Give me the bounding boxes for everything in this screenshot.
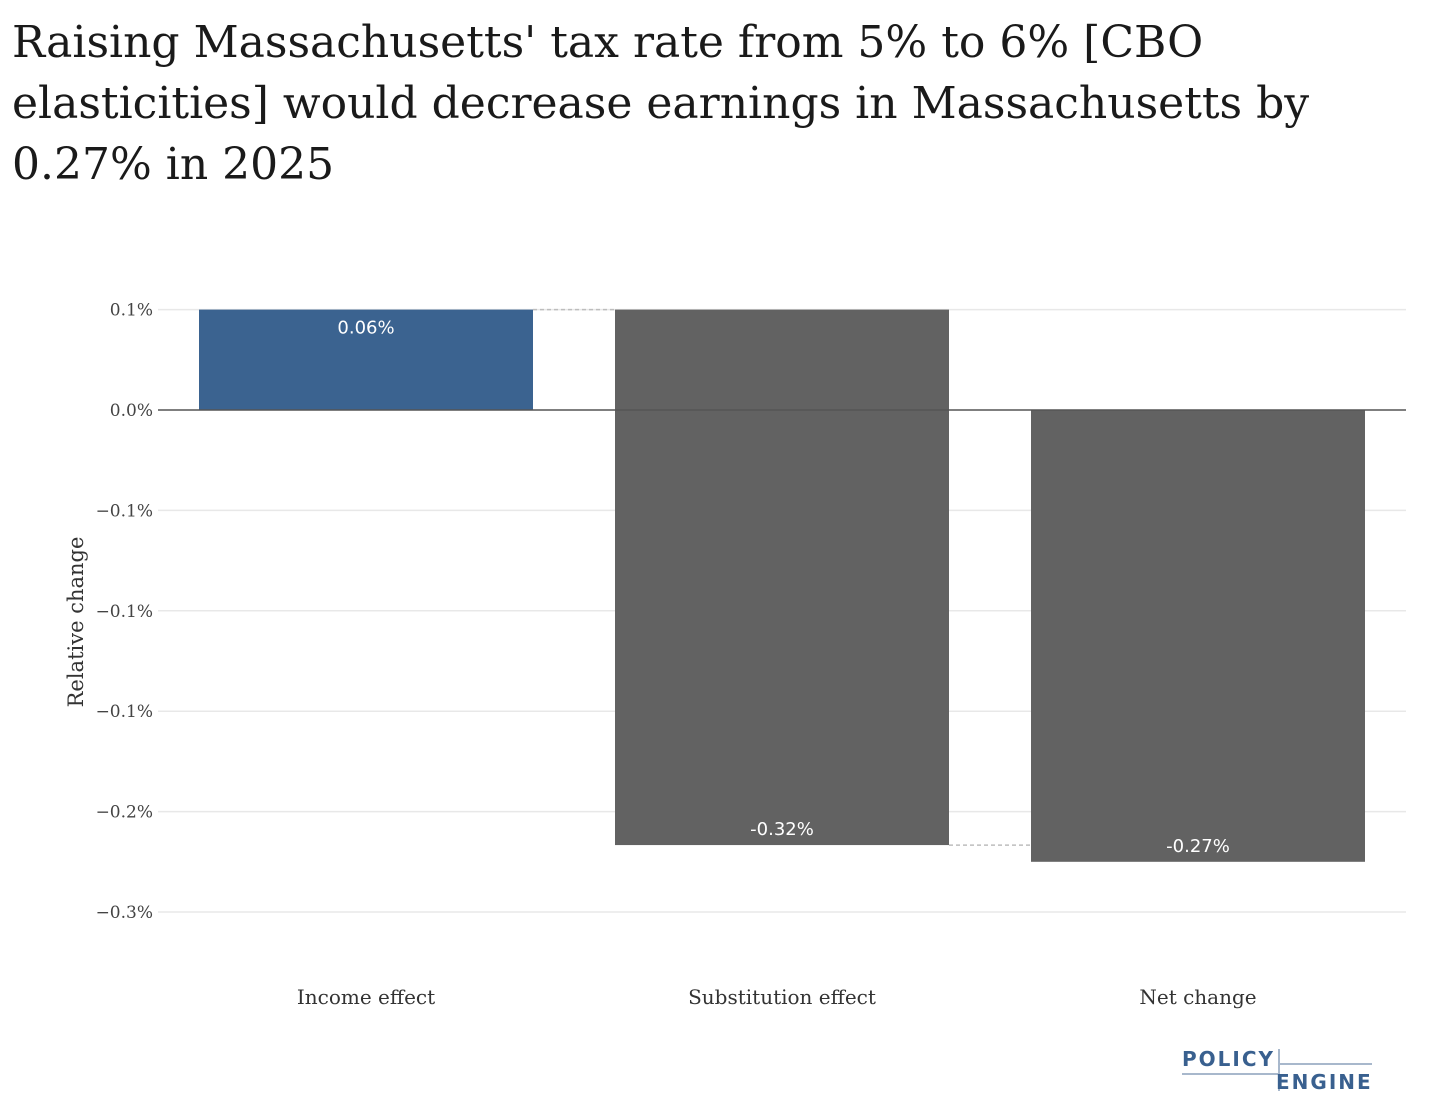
logo-text-policy: POLICY [1182,1047,1276,1071]
bar-value-label: 0.06% [337,318,394,339]
y-tick-label: 0.1% [110,301,153,321]
y-tick-label: −0.1% [96,702,153,722]
bar-labels: 0.06% -0.32% -0.27% [337,318,1229,857]
logo-rule [1280,1063,1372,1065]
y-tick-label: −0.1% [96,501,153,521]
logo-text-engine: ENGINE [1276,1070,1373,1094]
x-axis-categories: Income effect Substitution effect Net chan… [297,985,1257,1009]
y-tick-label: −0.3% [96,903,153,923]
bar-substitution-effect [615,309,949,846]
y-tick-label: −0.1% [96,602,153,622]
logo-rule [1182,1073,1278,1075]
y-tick-label: −0.2% [96,803,153,823]
bar-net-change [1031,410,1365,862]
x-category-label: Income effect [297,985,435,1009]
logo-rule [1278,1049,1280,1091]
bar-value-label: -0.32% [750,819,814,840]
chart-title: Raising Massachusetts' tax rate from 5% … [12,17,1310,190]
x-category-label: Substitution effect [688,985,876,1009]
bar-income-effect [199,309,533,410]
y-axis-title: Relative change [64,537,88,708]
y-tick-label: 0.0% [110,401,153,421]
y-axis-ticks: 0.1% 0.0% −0.1% −0.1% −0.1% −0.2% −0.3% [96,301,153,923]
policyengine-logo: POLICY ENGINE [1178,1044,1378,1094]
x-category-label: Net change [1139,985,1256,1009]
bar-value-label: -0.27% [1166,836,1230,857]
bars [199,309,1365,862]
